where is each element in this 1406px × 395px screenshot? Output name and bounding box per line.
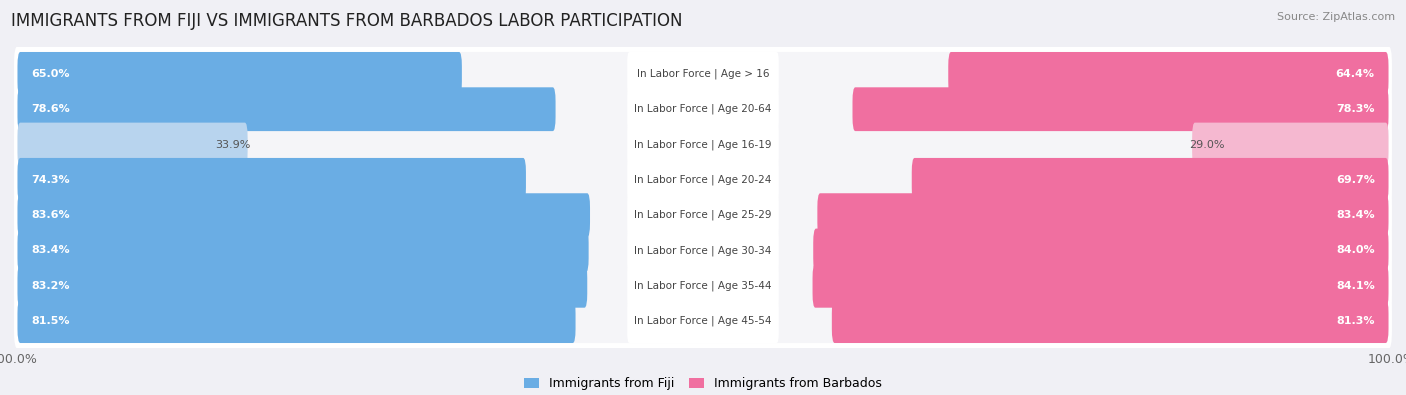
FancyBboxPatch shape bbox=[1192, 122, 1389, 166]
FancyBboxPatch shape bbox=[813, 229, 1389, 273]
FancyBboxPatch shape bbox=[14, 188, 1392, 243]
Text: 81.5%: 81.5% bbox=[31, 316, 70, 326]
FancyBboxPatch shape bbox=[17, 193, 1389, 237]
FancyBboxPatch shape bbox=[817, 193, 1389, 237]
FancyBboxPatch shape bbox=[17, 87, 1389, 131]
Text: In Labor Force | Age 20-24: In Labor Force | Age 20-24 bbox=[634, 175, 772, 185]
Text: In Labor Force | Age 20-64: In Labor Force | Age 20-64 bbox=[634, 104, 772, 115]
FancyBboxPatch shape bbox=[14, 152, 1392, 207]
FancyBboxPatch shape bbox=[627, 193, 779, 237]
FancyBboxPatch shape bbox=[14, 293, 1392, 349]
Text: 29.0%: 29.0% bbox=[1188, 139, 1225, 150]
FancyBboxPatch shape bbox=[14, 258, 1392, 313]
Text: IMMIGRANTS FROM FIJI VS IMMIGRANTS FROM BARBADOS LABOR PARTICIPATION: IMMIGRANTS FROM FIJI VS IMMIGRANTS FROM … bbox=[11, 12, 683, 30]
FancyBboxPatch shape bbox=[627, 122, 779, 166]
FancyBboxPatch shape bbox=[813, 264, 1389, 308]
FancyBboxPatch shape bbox=[14, 82, 1392, 137]
Text: 78.3%: 78.3% bbox=[1336, 104, 1375, 114]
Text: In Labor Force | Age 25-29: In Labor Force | Age 25-29 bbox=[634, 210, 772, 220]
Text: 83.2%: 83.2% bbox=[31, 281, 70, 291]
Text: 81.3%: 81.3% bbox=[1336, 316, 1375, 326]
FancyBboxPatch shape bbox=[627, 158, 779, 202]
Text: 64.4%: 64.4% bbox=[1336, 69, 1375, 79]
FancyBboxPatch shape bbox=[832, 299, 1389, 343]
FancyBboxPatch shape bbox=[17, 52, 1389, 96]
FancyBboxPatch shape bbox=[627, 52, 779, 96]
FancyBboxPatch shape bbox=[17, 122, 1389, 166]
Text: In Labor Force | Age 45-54: In Labor Force | Age 45-54 bbox=[634, 316, 772, 326]
FancyBboxPatch shape bbox=[17, 299, 1389, 343]
Text: 83.6%: 83.6% bbox=[31, 210, 70, 220]
FancyBboxPatch shape bbox=[627, 299, 779, 343]
FancyBboxPatch shape bbox=[17, 87, 555, 131]
Text: In Labor Force | Age 35-44: In Labor Force | Age 35-44 bbox=[634, 280, 772, 291]
Text: 84.0%: 84.0% bbox=[1336, 245, 1375, 256]
Text: In Labor Force | Age > 16: In Labor Force | Age > 16 bbox=[637, 69, 769, 79]
Text: 84.1%: 84.1% bbox=[1336, 281, 1375, 291]
Text: Source: ZipAtlas.com: Source: ZipAtlas.com bbox=[1277, 12, 1395, 22]
FancyBboxPatch shape bbox=[627, 264, 779, 308]
FancyBboxPatch shape bbox=[17, 264, 1389, 308]
FancyBboxPatch shape bbox=[627, 229, 779, 273]
FancyBboxPatch shape bbox=[17, 264, 588, 308]
FancyBboxPatch shape bbox=[17, 122, 247, 166]
FancyBboxPatch shape bbox=[911, 158, 1389, 202]
Legend: Immigrants from Fiji, Immigrants from Barbados: Immigrants from Fiji, Immigrants from Ba… bbox=[519, 372, 887, 395]
FancyBboxPatch shape bbox=[14, 117, 1392, 172]
FancyBboxPatch shape bbox=[17, 158, 1389, 202]
FancyBboxPatch shape bbox=[17, 229, 589, 273]
Text: In Labor Force | Age 16-19: In Labor Force | Age 16-19 bbox=[634, 139, 772, 150]
FancyBboxPatch shape bbox=[17, 193, 591, 237]
FancyBboxPatch shape bbox=[948, 52, 1389, 96]
Text: 78.6%: 78.6% bbox=[31, 104, 70, 114]
FancyBboxPatch shape bbox=[852, 87, 1389, 131]
Text: 33.9%: 33.9% bbox=[215, 139, 252, 150]
Text: In Labor Force | Age 30-34: In Labor Force | Age 30-34 bbox=[634, 245, 772, 256]
Text: 65.0%: 65.0% bbox=[31, 69, 70, 79]
Text: 69.7%: 69.7% bbox=[1336, 175, 1375, 185]
Text: 74.3%: 74.3% bbox=[31, 175, 70, 185]
FancyBboxPatch shape bbox=[17, 52, 461, 96]
FancyBboxPatch shape bbox=[14, 46, 1392, 102]
Text: 83.4%: 83.4% bbox=[1336, 210, 1375, 220]
FancyBboxPatch shape bbox=[17, 229, 1389, 273]
FancyBboxPatch shape bbox=[14, 223, 1392, 278]
FancyBboxPatch shape bbox=[627, 87, 779, 131]
Text: 83.4%: 83.4% bbox=[31, 245, 70, 256]
FancyBboxPatch shape bbox=[17, 158, 526, 202]
FancyBboxPatch shape bbox=[17, 299, 575, 343]
